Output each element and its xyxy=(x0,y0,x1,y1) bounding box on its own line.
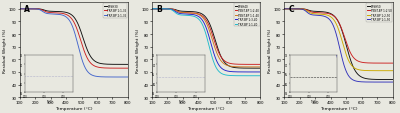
Text: B: B xyxy=(156,5,162,14)
Text: C: C xyxy=(289,5,294,14)
Y-axis label: Residual Weight (%): Residual Weight (%) xyxy=(268,28,272,72)
Legend: BPSH40, PENT-BP 1:2-40, PENT-BP 1:1-40, TRP-BP 1:3-40, TRP-BP 1:1-40: BPSH40, PENT-BP 1:2-40, PENT-BP 1:1-40, … xyxy=(234,4,260,27)
Legend: BPSH30, TRP-BP 1:1-35, TRP-BP 2:1-35: BPSH30, TRP-BP 1:1-35, TRP-BP 2:1-35 xyxy=(103,4,128,18)
X-axis label: Temperature (°C): Temperature (°C) xyxy=(55,106,92,110)
Text: A: A xyxy=(24,5,30,14)
X-axis label: Temperature (°C): Temperature (°C) xyxy=(320,106,357,110)
X-axis label: Temperature (°C): Temperature (°C) xyxy=(188,106,225,110)
Y-axis label: Residual Weight (%): Residual Weight (%) xyxy=(136,28,140,72)
Y-axis label: Residual Weight (%): Residual Weight (%) xyxy=(4,28,8,72)
Legend: BPSH50, PENT-BP 1:2-50, TRP-BP 1:2-50, TRP-BP 1:1-50: BPSH50, PENT-BP 1:2-50, TRP-BP 1:2-50, T… xyxy=(366,4,392,23)
